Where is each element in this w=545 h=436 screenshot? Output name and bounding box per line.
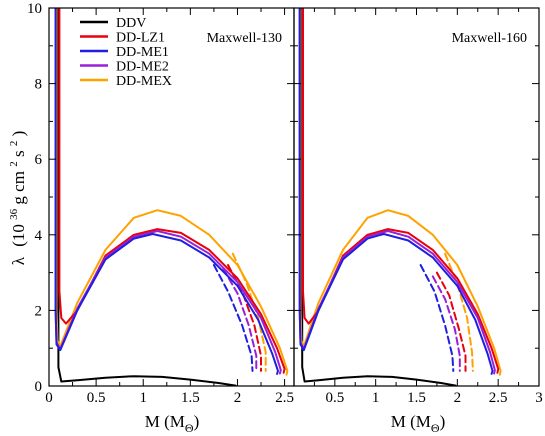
x-axis-title-sub: Θ — [185, 421, 194, 435]
plot-curves — [298, 8, 502, 386]
x-axis-title-left: M (MΘ) — [145, 412, 200, 435]
panel-maxwell-130: 0 0.5 1 1.5 2 2.5 Maxwell-130 — [45, 7, 295, 406]
dashed-curve-8 — [419, 264, 455, 372]
y-tick-label: 8 — [35, 77, 43, 93]
plot-frame — [293, 7, 540, 387]
legend-label: DDV — [116, 16, 146, 31]
y-axis-title-exponent-2: 2 — [8, 161, 20, 167]
y-axis-title: λ (10 36 g cm 2 s 2 ) — [2, 131, 28, 266]
y-axis-tick-labels: 0 2 4 6 8 10 — [27, 1, 43, 395]
x-tick-label: 2 — [454, 390, 462, 406]
y-axis-title-units-suffix: ) — [9, 131, 28, 137]
y-tick-label: 10 — [27, 1, 42, 17]
y-axis-title-units-prefix: (10 — [9, 224, 28, 247]
x-tick-label: 1.5 — [181, 390, 200, 406]
x-tick-label: 2.5 — [489, 390, 508, 406]
curve-0 — [301, 8, 457, 386]
y-tick-label: 2 — [35, 303, 43, 319]
x-tick-label: 0.5 — [325, 390, 344, 406]
x-axis-title-prefix: M (M — [391, 412, 431, 431]
y-axis-title-exponent: 36 — [8, 208, 20, 220]
x-tick-label: 2 — [234, 390, 242, 406]
x-axis-title-right: M (MΘ) — [391, 412, 446, 435]
dashed-curve-4 — [227, 264, 262, 372]
y-axis-title-symbol: λ — [9, 256, 28, 265]
x-tick-label: 3 — [535, 390, 543, 406]
y-tick-label: 4 — [35, 228, 43, 244]
x-tick-label: 1.5 — [407, 390, 426, 406]
y-tick-label: 6 — [35, 152, 43, 168]
y-axis-title-units-s: s — [9, 150, 28, 157]
curve-0 — [57, 8, 237, 386]
x-axis-title-suffix: ) — [440, 412, 446, 431]
x-tick-label: 2.5 — [275, 390, 294, 406]
panel-title: Maxwell-160 — [452, 31, 527, 46]
dashed-curve-4 — [435, 271, 467, 372]
panel-title: Maxwell-130 — [207, 31, 282, 46]
panel-maxwell-160: 0.5 1 1.5 2 2.5 3 Maxwell-160 — [293, 7, 543, 406]
legend-label: DD-LZ1 — [116, 31, 165, 46]
y-axis-title-exponent-3: 2 — [8, 141, 20, 147]
x-tick-label: 1 — [139, 390, 147, 406]
x-tick-label: 0.5 — [87, 390, 106, 406]
x-axis-title-sub: Θ — [431, 421, 440, 435]
curve-1 — [55, 8, 289, 376]
plot-curves — [54, 8, 289, 386]
y-axis-title-units-mid: g cm — [9, 171, 28, 205]
curve-3 — [58, 8, 286, 374]
legend-label: DD-ME2 — [116, 60, 169, 75]
curve-3 — [302, 8, 500, 374]
curve-5 — [298, 8, 496, 375]
dashed-curve-6 — [222, 267, 258, 372]
curve-1 — [299, 8, 502, 376]
y-tick-label: 0 — [35, 379, 43, 395]
x-tick-label: 0 — [45, 390, 53, 406]
dashed-curve-8 — [212, 264, 254, 372]
curve-7 — [298, 8, 494, 375]
x-tick-label: 1 — [372, 390, 380, 406]
x-axis-title-prefix: M (M — [145, 412, 185, 431]
legend-label: DD-ME1 — [116, 45, 169, 60]
x-axis-title-suffix: ) — [194, 412, 200, 431]
dashed-curve-6 — [431, 275, 461, 372]
curve-7 — [54, 8, 279, 375]
legend-label: DD-MEX — [116, 74, 172, 89]
